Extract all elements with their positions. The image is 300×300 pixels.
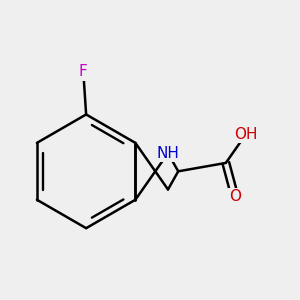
Text: NH: NH <box>157 146 179 161</box>
Text: F: F <box>79 64 88 79</box>
Text: OH: OH <box>234 127 258 142</box>
Text: O: O <box>229 190 241 205</box>
